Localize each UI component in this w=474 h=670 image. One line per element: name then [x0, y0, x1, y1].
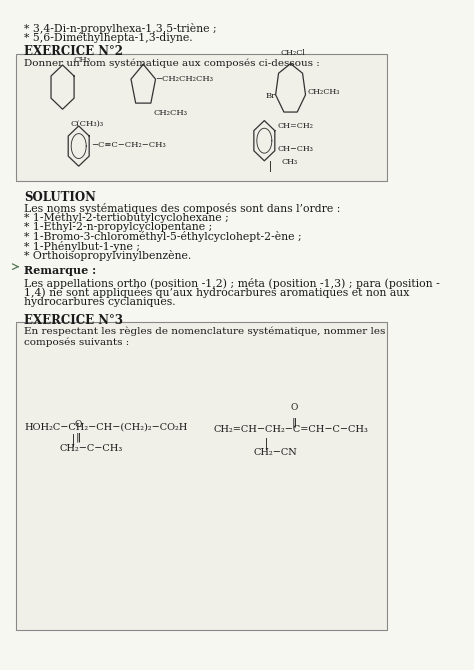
Text: O: O [291, 403, 298, 412]
Text: C(CH₃)₃: C(CH₃)₃ [71, 121, 104, 128]
Text: Les appellations ortho (position -1,2) ; méta (position -1,3) ; para (position -: Les appellations ortho (position -1,2) ;… [24, 278, 440, 289]
Text: Br: Br [265, 92, 275, 100]
Text: CH₂CH₃: CH₂CH₃ [308, 88, 340, 96]
Text: * Orthoisopropylvinylbenzène.: * Orthoisopropylvinylbenzène. [24, 250, 191, 261]
Text: CH₂−C−CH₃: CH₂−C−CH₃ [60, 444, 123, 453]
Text: CH₃: CH₃ [74, 56, 91, 64]
Text: HOH₂C−CH₂−CH−(CH₂)₂−CO₂H: HOH₂C−CH₂−CH−(CH₂)₂−CO₂H [24, 422, 188, 431]
Text: Remarque :: Remarque : [24, 265, 96, 275]
Text: ‖: ‖ [292, 417, 297, 427]
Text: −C≡C−CH₂−CH₃: −C≡C−CH₂−CH₃ [91, 141, 166, 149]
Text: CH₃: CH₃ [281, 158, 297, 166]
Text: −CH₂CH₂CH₃: −CH₂CH₂CH₃ [155, 75, 213, 83]
Text: Les noms systématiques des composés sont dans l’ordre :: Les noms systématiques des composés sont… [24, 203, 341, 214]
Text: CH−CH₃: CH−CH₃ [278, 145, 313, 153]
Text: CH₂=CH−CH₂−C=CH−C−CH₃: CH₂=CH−CH₂−C=CH−C−CH₃ [214, 425, 369, 434]
Text: hydrocarbures cyclaniques.: hydrocarbures cyclaniques. [24, 297, 176, 307]
Text: CH₂−CN: CH₂−CN [254, 448, 297, 456]
Text: * 1-Méthyl-2-tertiobutylcyclohexane ;: * 1-Méthyl-2-tertiobutylcyclohexane ; [24, 212, 229, 223]
FancyBboxPatch shape [16, 54, 387, 181]
Text: * 5,6-Diméthylhepta-1,3-diyne.: * 5,6-Diméthylhepta-1,3-diyne. [24, 32, 193, 43]
Text: * 3,4-Di-n-propylhexa-1,3,5-triène ;: * 3,4-Di-n-propylhexa-1,3,5-triène ; [24, 23, 217, 34]
Text: CH₂CH₃: CH₂CH₃ [154, 109, 188, 117]
Text: CH=CH₂: CH=CH₂ [278, 122, 314, 130]
Text: O: O [74, 420, 82, 429]
Text: Donner un nom systématique aux composés ci-dessous :: Donner un nom systématique aux composés … [24, 58, 320, 68]
Text: CH₂Cl: CH₂Cl [280, 49, 305, 57]
Text: * 1-Ethyl-2-n-propylcyclopentane ;: * 1-Ethyl-2-n-propylcyclopentane ; [24, 222, 212, 232]
Text: EXERCICE N°2: EXERCICE N°2 [24, 45, 123, 58]
Text: * 1-Phénylbut-1-yne ;: * 1-Phénylbut-1-yne ; [24, 241, 140, 251]
Text: 1,4) ne sont appliquées qu’aux hydrocarbures aromatiques et non aux: 1,4) ne sont appliquées qu’aux hydrocarb… [24, 287, 410, 298]
Text: ‖: ‖ [75, 433, 81, 442]
FancyBboxPatch shape [16, 322, 387, 630]
Text: SOLUTION: SOLUTION [24, 191, 96, 204]
Text: * 1-Bromo-3-chlorométhyl-5-éthylcyclohept-2-ène ;: * 1-Bromo-3-chlorométhyl-5-éthylcyclohep… [24, 231, 302, 242]
Text: EXERCICE N°3: EXERCICE N°3 [24, 314, 123, 326]
Text: En respectant les règles de nomenclature systématique, nommer les
composés suiva: En respectant les règles de nomenclature… [24, 326, 385, 347]
